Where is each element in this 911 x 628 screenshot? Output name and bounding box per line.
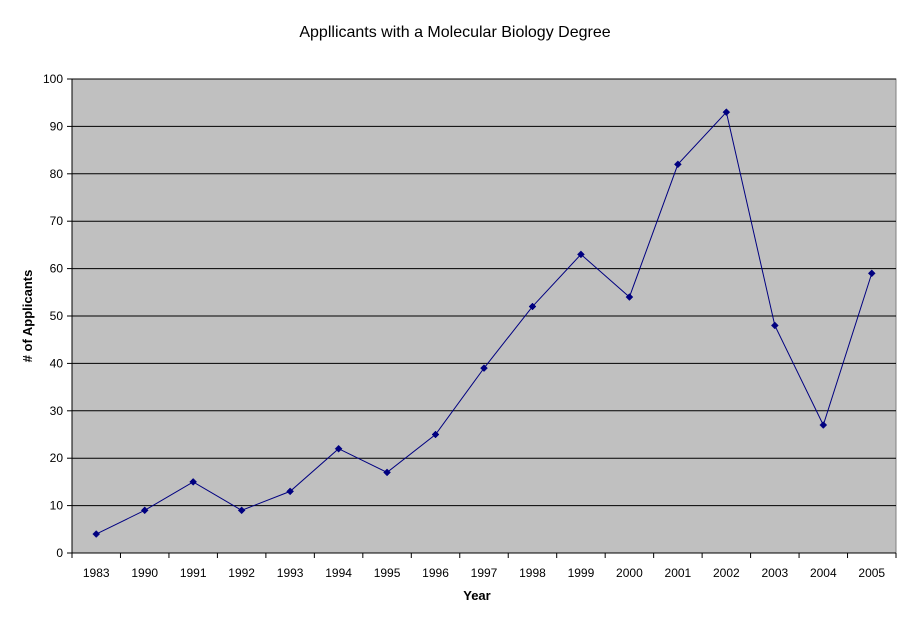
data-point-2000 <box>625 293 634 301</box>
gridlines <box>72 78 896 507</box>
x-tick-label: 2000 <box>616 566 643 580</box>
y-tick-label: 60 <box>50 262 64 276</box>
x-tick-label: 1994 <box>325 566 352 580</box>
x-tick-label: 1983 <box>83 566 110 580</box>
x-tick-label: 2005 <box>858 566 885 580</box>
x-tick-label: 2004 <box>810 566 837 580</box>
data-point-1993 <box>286 487 294 496</box>
x-tick-label: 1993 <box>277 566 304 580</box>
data-point-1994 <box>334 444 343 453</box>
y-tick-label: 10 <box>50 499 64 513</box>
chart-title: Appllicants with a Molecular Biology Deg… <box>299 24 610 41</box>
axes <box>67 78 897 558</box>
data-point-1990 <box>140 506 149 515</box>
data-point-2001 <box>674 160 682 169</box>
data-point-2005 <box>867 269 876 278</box>
data-point-1998 <box>528 302 537 311</box>
y-tick-label: 50 <box>50 309 64 323</box>
y-tick-labels: 0 10 20 30 40 50 60 70 80 90 100 <box>43 72 63 560</box>
x-tick-label: 2001 <box>665 566 692 580</box>
data-point-1996 <box>431 430 440 439</box>
x-tick-label: 1997 <box>471 566 498 580</box>
x-tick-label: 2003 <box>761 566 788 580</box>
x-tick-label: 1995 <box>374 566 401 580</box>
x-tick-label: 1999 <box>568 566 595 580</box>
x-tick-label: 1992 <box>228 566 255 580</box>
y-tick-label: 100 <box>43 72 63 86</box>
x-axis-label: Year <box>463 588 490 603</box>
y-tick-label: 30 <box>50 404 64 418</box>
data-point-1997 <box>480 364 488 372</box>
y-tick-label: 80 <box>50 167 64 181</box>
x-tick-label: 1990 <box>131 566 158 580</box>
y-tick-label: 70 <box>50 214 64 228</box>
series-applicants <box>92 108 876 538</box>
data-point-1983 <box>92 530 101 538</box>
y-tick-label: 40 <box>50 356 64 370</box>
data-point-2003 <box>770 321 779 330</box>
x-tick-labels: 1983 1990 1991 1992 1993 1994 1995 1996 1997 1998… <box>83 566 886 580</box>
data-point-1991 <box>189 478 198 486</box>
y-tick-label: 0 <box>56 546 63 560</box>
x-tick-label: 2002 <box>713 566 740 580</box>
x-tick-label: 1991 <box>180 566 207 580</box>
data-point-1992 <box>237 506 246 515</box>
y-axis-label: # of Applicants <box>20 270 35 363</box>
data-point-1995 <box>383 468 391 477</box>
y-tick-label: 90 <box>50 119 64 133</box>
data-point-2002 <box>722 108 731 117</box>
data-point-2004 <box>819 421 828 429</box>
y-tick-label: 20 <box>50 451 64 465</box>
x-tick-label: 1998 <box>519 566 546 580</box>
data-point-1999 <box>577 250 585 259</box>
x-tick-label: 1996 <box>422 566 449 580</box>
